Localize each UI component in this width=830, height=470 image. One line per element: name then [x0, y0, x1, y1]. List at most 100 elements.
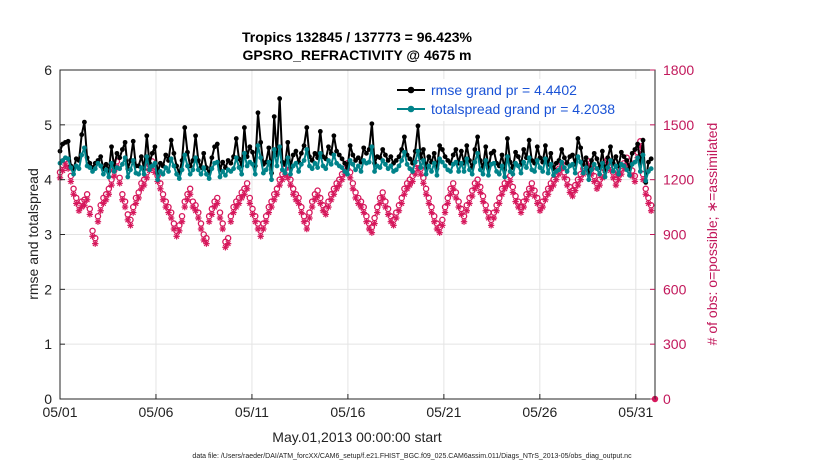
rmse-point	[472, 147, 478, 152]
x-tick-label: 05/11	[235, 404, 269, 420]
obs-assimilated-point	[208, 211, 216, 218]
spread-point	[420, 158, 426, 163]
obs-possible-point	[83, 191, 91, 198]
spread-point	[396, 163, 402, 169]
obs-possible-point	[455, 198, 462, 205]
spread-point	[458, 160, 464, 166]
obs-possible-point	[374, 203, 381, 211]
spread-point	[453, 159, 459, 165]
rmse-point	[426, 154, 432, 160]
spread-point	[301, 158, 307, 163]
obs-possible-point	[224, 234, 232, 242]
obs-possible-point	[243, 180, 251, 187]
obs-assimilated-point	[501, 185, 508, 193]
obs-assimilated-point	[322, 211, 329, 218]
rmse-point	[442, 154, 448, 160]
rmse-point	[228, 160, 234, 166]
y-tick-label: 0	[44, 391, 52, 407]
spread-point	[277, 144, 283, 150]
spread-point	[206, 176, 212, 181]
spread-point	[141, 171, 147, 177]
rmse-point	[117, 155, 123, 161]
x-tick-label: 05/01	[42, 404, 77, 420]
rmse-point	[393, 158, 399, 163]
chart-title-line2: GPSRO_REFRACTIVITY @ 4675 m	[243, 47, 472, 63]
obs-assimilated-point	[306, 214, 313, 222]
spread-point	[117, 166, 123, 172]
obs-possible-point	[227, 212, 235, 220]
rmse-point	[301, 143, 307, 149]
obs-assimilated-point	[287, 181, 294, 189]
spread-point	[491, 160, 497, 166]
obs-assimilated-point	[612, 181, 620, 189]
obs-assimilated-point	[181, 203, 188, 211]
spread-point	[266, 159, 272, 165]
spread-point	[518, 170, 524, 176]
rmse-point	[65, 138, 71, 144]
obs-possible-point	[249, 205, 256, 213]
obs-assimilated-point	[561, 174, 568, 182]
obs-possible-point	[197, 220, 205, 227]
spread-point	[244, 163, 250, 169]
y-tick-label: 4	[44, 172, 52, 188]
obs-assimilated-point	[271, 196, 278, 203]
spread-point	[594, 166, 600, 172]
obs-assimilated-point	[365, 225, 373, 233]
rmse-point	[364, 150, 369, 156]
obs-assimilated-point	[482, 207, 489, 214]
spread-point	[559, 159, 565, 165]
obs-possible-point	[363, 212, 370, 220]
x-axis-label: May.01,2013 00:00:00 start	[272, 429, 442, 445]
spread-point	[179, 167, 185, 173]
obs-assimilated-point	[211, 203, 218, 211]
obs-assimilated-point	[67, 178, 75, 185]
obs-assimilated-point	[352, 194, 359, 202]
rmse-point	[109, 144, 114, 150]
spread-point	[532, 169, 537, 174]
spread-point	[100, 171, 106, 177]
obs-assimilated-point	[498, 191, 506, 198]
rmse-point	[266, 145, 272, 151]
obs-assimilated-point	[444, 200, 451, 207]
obs-possible-point	[449, 180, 457, 187]
spread-point	[339, 165, 345, 171]
spread-point	[410, 169, 415, 174]
obs-assimilated-point	[200, 236, 207, 244]
obs-assimilated-point	[116, 180, 123, 187]
spread-point	[605, 165, 611, 171]
rmse-point	[599, 148, 605, 154]
obs-assimilated-point	[355, 200, 362, 207]
spread-point	[220, 169, 226, 174]
rmse-point	[578, 145, 584, 151]
obs-assimilated-point	[108, 181, 115, 189]
spread-point	[271, 147, 277, 152]
obs-layer	[56, 138, 659, 403]
spread-point	[496, 171, 502, 177]
spread-point	[456, 169, 462, 174]
rmse-point	[334, 148, 339, 154]
obs-assimilated-point	[422, 191, 430, 198]
obs-assimilated-point	[167, 214, 175, 222]
spread-point	[515, 163, 521, 169]
rmse-point	[618, 149, 624, 155]
spread-point	[103, 167, 109, 173]
obs-assimilated-point	[138, 185, 145, 193]
spread-point	[483, 158, 489, 163]
rmse-point	[331, 133, 337, 139]
rmse-point	[646, 159, 651, 165]
obs-assimilated-point	[124, 216, 131, 224]
obs-possible-point	[512, 192, 519, 200]
spread-point	[423, 171, 429, 177]
obs-assimilated-point	[593, 185, 601, 193]
rmse-point	[312, 150, 318, 156]
spread-point	[263, 167, 269, 173]
obs-possible-point	[170, 220, 178, 227]
obs-assimilated-point	[121, 203, 129, 211]
spread-point	[260, 170, 266, 176]
obs-assimilated-point	[189, 203, 197, 211]
rmse-point	[182, 125, 188, 130]
obs-possible-point	[352, 189, 359, 196]
spread-point	[122, 155, 128, 161]
spread-point	[68, 165, 74, 171]
rmse-point	[163, 152, 169, 158]
